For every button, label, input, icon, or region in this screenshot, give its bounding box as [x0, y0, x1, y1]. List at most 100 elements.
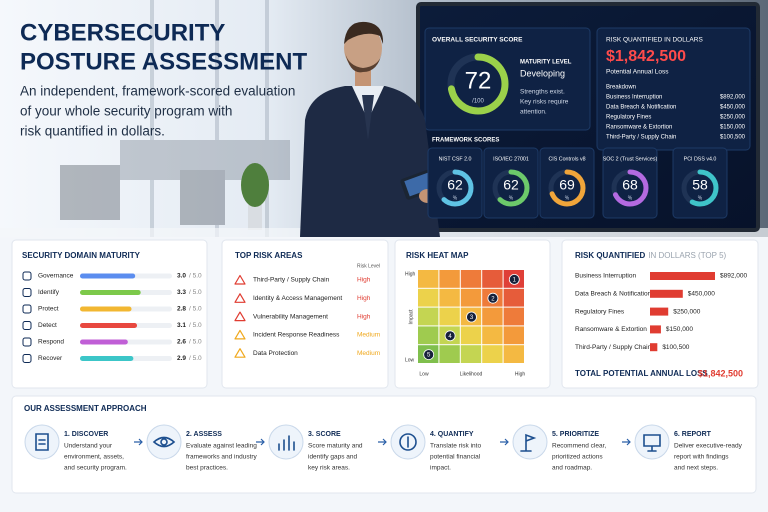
step-text: key risk areas. — [308, 465, 350, 472]
step-icon-bg — [268, 424, 304, 460]
marker-label: 5 — [427, 353, 431, 359]
domain-bar — [80, 290, 141, 295]
risk-panel-title: RISK QUANTIFIED IN DOLLARS — [606, 37, 703, 44]
step-text: Translate risk into — [430, 443, 481, 450]
risk-areas-card — [221, 239, 389, 389]
heat-cell — [482, 307, 503, 326]
step-text: prioritized actions — [552, 454, 603, 461]
warning-icon — [234, 293, 246, 303]
step-title: 1. DISCOVER — [64, 431, 108, 438]
domain-name: Recover — [38, 355, 63, 362]
step-text: Recommend clear, — [552, 443, 606, 450]
axis-label: High — [405, 271, 416, 277]
heat-cell — [482, 345, 503, 363]
breakdown-amount: $100,500 — [720, 135, 746, 141]
risk-marker — [487, 292, 499, 304]
step-text: Deliver executive-ready — [674, 443, 743, 450]
overall-label: OVERALL SECURITY SCORE — [432, 37, 523, 44]
risk-item-name: Third-Party / Supply Chain — [575, 344, 652, 351]
heat-cell — [460, 326, 482, 345]
framework-unit: % — [628, 195, 633, 201]
breakdown-label: Breakdown — [606, 85, 636, 91]
domain-icon — [22, 321, 32, 330]
risk-level: Medium — [357, 350, 380, 357]
domain-bar — [80, 323, 138, 328]
card-title: TOP RISK AREAS — [235, 251, 303, 260]
domain-icon — [22, 271, 32, 281]
heat-cell — [503, 307, 524, 326]
risk-amount: $892,000 — [720, 273, 747, 280]
card-title: RISK QUANTIFIED IN DOLLARS (TOP 5) — [575, 251, 727, 260]
domain-bar — [80, 356, 134, 361]
step-title: 6. REPORT — [674, 431, 712, 438]
domain-score: 3.3 — [177, 289, 186, 296]
hero-subtitle: of your whole security program with — [20, 104, 232, 119]
frameworks-label: FRAMEWORK SCORES — [432, 138, 499, 144]
warning-icon — [234, 348, 246, 358]
breakdown-name: Data Breach & Notification — [606, 105, 676, 111]
framework-unit: % — [565, 195, 570, 201]
domain-scale: / 5.0 — [189, 306, 202, 313]
heat-cell — [418, 307, 439, 326]
breakdown-name: Ransomware & Extortion — [606, 125, 672, 131]
heat-cell — [439, 307, 460, 326]
hero-title: POSTURE ASSESSMENT — [20, 48, 307, 75]
step-icon-bg — [146, 424, 182, 460]
hero-title: CYBERSECURITY — [20, 19, 225, 46]
breakdown-amount: $892,000 — [720, 95, 746, 101]
overall-max: /100 — [472, 99, 484, 105]
domain-score: 2.8 — [177, 306, 186, 313]
heat-cell — [503, 345, 524, 363]
risk-bar — [650, 272, 715, 280]
marker-label: 3 — [470, 315, 474, 321]
risk-level: High — [357, 313, 371, 320]
step-arrow — [378, 438, 387, 446]
step-text: best practices. — [186, 465, 228, 472]
framework-score: 69 — [559, 177, 575, 193]
maturity-note: Strengths exist. — [520, 89, 565, 96]
maturity-label: MATURITY LEVEL — [520, 60, 572, 66]
framework-score: 68 — [622, 177, 638, 193]
heat-cell — [482, 326, 503, 345]
step-icon-bg — [634, 424, 670, 460]
heat-cell — [503, 326, 524, 345]
risk-marker — [444, 330, 456, 342]
gauge-arc — [611, 169, 649, 207]
step-title: 5. PRIORITIZE — [552, 431, 599, 438]
risk-amount: $250,000 — [673, 308, 700, 315]
step-icon — [152, 436, 176, 448]
framework-unit: % — [509, 195, 514, 201]
domain-name: Respond — [38, 339, 64, 346]
plant — [241, 163, 269, 230]
risk-amount: $100,500 — [662, 344, 689, 351]
maturity-note: Key risks require — [520, 99, 569, 106]
marker-label: 1 — [513, 277, 517, 283]
risk-item-name: Business Interruption — [575, 273, 636, 280]
axis-label: High — [515, 371, 526, 377]
risk-name: Incident Response Readiness — [253, 332, 340, 339]
breakdown-name: Third-Party / Supply Chain — [606, 135, 676, 141]
domain-bar — [80, 273, 136, 279]
heat-cell — [418, 270, 439, 288]
heat-cell — [418, 288, 439, 307]
heat-cell — [439, 345, 460, 363]
domain-bar — [80, 339, 128, 345]
risk-bar — [650, 325, 661, 334]
domain-card — [11, 239, 208, 389]
framework-unit: % — [698, 195, 703, 201]
axis-label: Low — [405, 357, 415, 363]
breakdown-amount: $250,000 — [720, 115, 746, 121]
axis-title: Impact — [408, 309, 414, 325]
step-text: impact. — [430, 465, 451, 472]
axis-title: Likelihood — [460, 371, 483, 377]
step-arrow — [622, 438, 631, 446]
step-title: 4. QUANTIFY — [430, 431, 474, 438]
risk-amount: $150,000 — [666, 326, 693, 333]
step-text: report with findings — [674, 454, 729, 461]
potential-label: Potential Annual Loss — [606, 69, 669, 76]
framework-score: 62 — [447, 177, 463, 193]
maturity-level: Developing — [520, 68, 565, 78]
total-value: $1,842,500 — [698, 368, 743, 378]
